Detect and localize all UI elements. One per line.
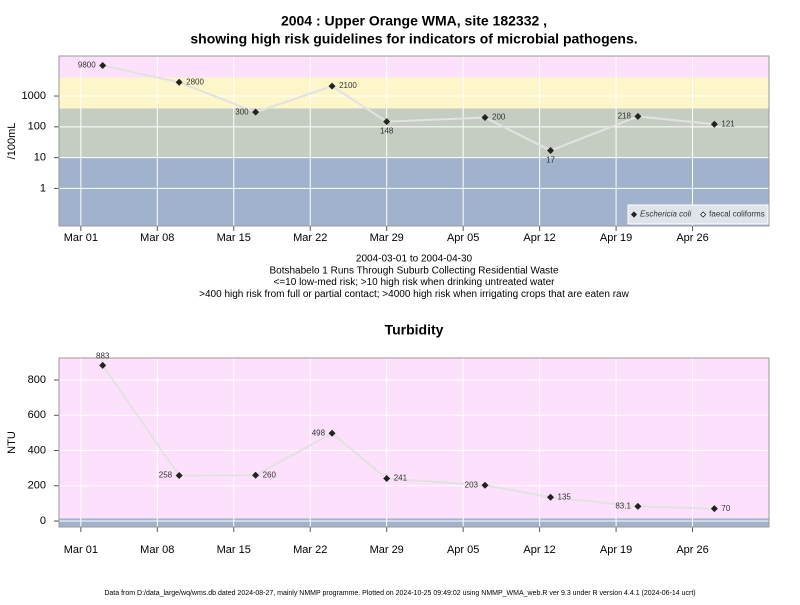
value-label: 200 [492,113,506,122]
data-point [481,481,489,489]
data-point [710,120,718,128]
risk-band [59,77,769,109]
data-point [383,118,391,126]
data-point [252,108,260,116]
x-tick-label: Mar 08 [140,544,174,556]
x-tick-label: Apr 05 [447,544,479,556]
x-tick-label: Apr 26 [676,232,708,244]
note: <=10 low-med risk; >10 high risk when dr… [274,277,556,288]
note: Botshabelo 1 Runs Through Suburb Collect… [269,265,558,276]
x-tick-label: Mar 22 [293,544,327,556]
value-label: 135 [558,492,572,501]
x-tick-label: Apr 19 [600,232,632,244]
value-label: 498 [312,428,326,437]
chart-title: showing high risk guidelines for indicat… [190,31,637,47]
data-point [547,493,555,501]
x-tick-label: Apr 26 [676,544,708,556]
value-label: 241 [394,474,408,483]
legend-label: faecal coliforms [709,210,765,219]
x-tick-label: Mar 29 [370,544,404,556]
x-tick-label: Mar 15 [217,544,251,556]
y-tick-label: 100 [28,121,46,133]
value-label: 70 [721,504,730,513]
data-point [175,78,183,86]
x-tick-label: Mar 01 [64,544,98,556]
note: 2004-03-01 to 2004-04-30 [356,254,473,265]
y-tick-label: 800 [28,374,46,386]
value-label: 300 [235,107,249,116]
legend-box [627,204,769,225]
x-tick-label: Apr 12 [523,544,555,556]
y-axis-label: /100mL [6,123,18,160]
data-point [710,505,718,513]
data-point [252,471,260,479]
risk-band [59,56,769,78]
data-point [99,361,107,369]
value-label: 121 [721,119,735,128]
data-point [328,82,336,90]
value-label: 203 [465,480,479,489]
legend-label: Eschericia coli [640,210,691,219]
x-tick-label: Mar 08 [140,232,174,244]
value-label: 83.1 [615,501,631,510]
x-tick-label: Apr 12 [523,232,555,244]
y-tick-label: 1 [40,182,46,194]
value-label: 883 [96,352,110,361]
chart-title: 2004 : Upper Orange WMA, site 182332 , [281,13,547,29]
risk-band [59,518,769,527]
value-label: 9800 [78,61,96,70]
data-point [99,62,107,70]
x-tick-label: Mar 29 [370,232,404,244]
note: >400 high risk from full or partial cont… [199,289,629,300]
x-tick-label: Mar 15 [217,232,251,244]
x-tick-label: Apr 05 [447,232,479,244]
legend-marker [630,211,638,218]
plot-frame [58,357,770,528]
value-label: 17 [546,156,555,165]
risk-band [59,108,769,158]
y-tick-label: 200 [28,480,46,492]
value-label: 2800 [186,77,204,86]
value-label: 218 [618,112,632,121]
x-tick-label: Mar 01 [64,232,98,244]
legend-marker [700,211,707,218]
x-tick-label: Mar 22 [293,232,327,244]
y-tick-label: 1000 [22,90,46,102]
data-point [175,472,183,480]
y-tick-label: 10 [34,152,46,164]
value-label: 258 [159,471,173,480]
data-point [328,429,336,437]
chart-title: Turbidity [385,322,444,338]
y-axis-label: NTU [6,431,18,454]
data-point [634,112,642,120]
footer: Data from D:/data_large/wq/wms.db dated … [104,590,695,597]
value-label: 2100 [339,81,357,90]
data-point [634,502,642,510]
data-point [547,147,555,155]
y-tick-label: 600 [28,409,46,421]
x-tick-label: Apr 19 [600,544,632,556]
risk-band [59,358,769,519]
data-point [481,114,489,122]
y-tick-label: 400 [28,444,46,456]
value-label: 260 [263,470,277,479]
value-label: 148 [380,127,394,136]
plot-frame [58,55,770,227]
y-tick-label: 0 [40,515,46,527]
data-point [383,475,391,483]
